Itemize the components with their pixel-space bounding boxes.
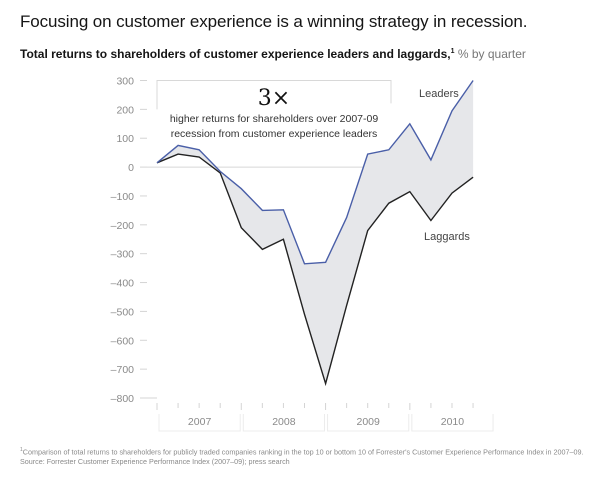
chart-subtitle: Total returns to shareholders of custome… [20, 47, 526, 61]
y-tick-label: –300 [111, 249, 135, 261]
x-year-label: 2010 [441, 416, 465, 428]
y-tick-label: –100 [111, 191, 135, 203]
series-line-leaders [156, 80, 474, 265]
subtitle-footnote-marker: 1 [450, 48, 455, 55]
callout-frame [156, 80, 392, 110]
year-bracket [158, 414, 241, 432]
footnote-source: Source: Forrester Customer Experience Pe… [20, 456, 290, 466]
chart-title: Focusing on customer experience is a win… [20, 12, 528, 31]
x-axis: 2007 2008 2009 2010 [147, 397, 494, 432]
callout-text: 3× higher returns for shareholders over … [170, 86, 379, 140]
callout-multiplier: 3× [258, 86, 290, 111]
footnote: 1Comparison of total returns to sharehol… [20, 446, 595, 466]
y-tick-label: –200 [111, 220, 135, 232]
footnote-body: Comparison of total returns to sharehold… [22, 447, 584, 457]
year-bracket [327, 414, 410, 432]
gap-band [157, 80, 474, 384]
y-tick-label: –700 [111, 364, 135, 376]
footnote-marker: 1 [20, 447, 23, 453]
y-tick-label: 200 [116, 104, 134, 116]
y-tick-label: –400 [111, 278, 135, 290]
y-tick-label: –600 [111, 335, 135, 347]
subtitle-main: Total returns to shareholders of custome… [20, 47, 451, 61]
year-bracket [242, 414, 325, 432]
callout-line-2: recession from customer experience leade… [171, 128, 378, 140]
x-year-label: 2007 [188, 416, 212, 428]
callout-background [160, 105, 420, 141]
y-tick-label: –800 [111, 393, 135, 405]
year-bracket [411, 414, 494, 432]
series-label-leaders: Leaders [419, 88, 459, 100]
subtitle-unit: % by quarter [457, 47, 526, 61]
x-year-label: 2009 [356, 416, 380, 428]
y-tick-label: 300 [116, 76, 134, 88]
callout-line-1: higher returns for shareholders over 200… [170, 113, 379, 125]
callout-box [156, 80, 420, 141]
y-tick-label: 0 [128, 162, 134, 174]
y-axis: 300 200 100 0 –100 –200 –300 –400 –500 –600 –700 –8… [111, 76, 147, 405]
footnote-text: 1Comparison of total returns to sharehol… [20, 446, 595, 457]
y-tick-label: 100 [116, 133, 134, 145]
series-label-laggards: Laggards [424, 231, 470, 243]
y-tick-label: –500 [111, 306, 135, 318]
series-line-laggards [156, 153, 474, 387]
x-year-label: 2008 [272, 416, 296, 428]
